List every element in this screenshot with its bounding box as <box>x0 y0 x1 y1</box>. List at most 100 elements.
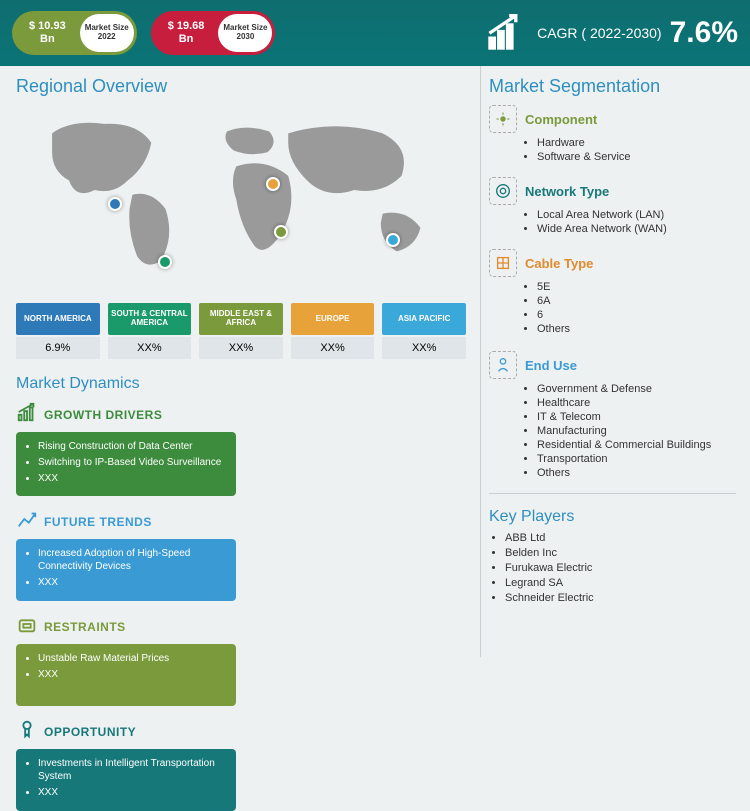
region-value: XX% <box>199 337 283 359</box>
list-item: Others <box>537 467 736 479</box>
map-marker <box>274 225 288 239</box>
dynamics-card-body: Increased Adoption of High-Speed Connect… <box>16 539 236 601</box>
pill1-sub: Market Size 2022 <box>80 14 134 52</box>
dynamics-card-growth: GROWTH DRIVERS Rising Construction of Dat… <box>16 401 236 496</box>
header-bar: $ 10.93Bn Market Size 2022 $ 19.68Bn Mar… <box>0 0 750 66</box>
dynamics-card-body: Investments in Intelligent Transportatio… <box>16 749 236 811</box>
region-label: MIDDLE EAST & AFRICA <box>199 303 283 335</box>
list-item: 6A <box>537 295 638 307</box>
list-item: Rising Construction of Data Center <box>38 440 226 453</box>
map-marker <box>108 197 122 211</box>
region-value: XX% <box>108 337 192 359</box>
region-value: 6.9% <box>16 337 100 359</box>
region-card: ASIA PACIFICXX% <box>382 303 466 359</box>
pill2-value: $ 19.68 <box>168 20 205 32</box>
dynamics-card-title: GROWTH DRIVERS <box>44 408 162 422</box>
list-item: Legrand SA <box>505 577 736 589</box>
map-marker <box>266 177 280 191</box>
list-item: 6 <box>537 309 638 321</box>
segment-seg1: Component Hardware Software & Service <box>489 105 736 163</box>
region-card: NORTH AMERICA6.9% <box>16 303 100 359</box>
world-map <box>16 105 466 295</box>
regional-overview-title: Regional Overview <box>16 76 466 97</box>
dynamics-card-restraints: RESTRAINTS Unstable Raw Material Prices XX… <box>16 613 236 706</box>
list-item: Software & Service <box>537 151 736 163</box>
segment-items: Hardware Software & Service <box>525 137 736 163</box>
pill2-sub: Market Size 2030 <box>218 14 272 52</box>
key-players-list: ABB Ltd Belden Inc Furukawa Electric Legran… <box>489 532 736 604</box>
list-item: Wide Area Network (WAN) <box>537 223 736 235</box>
dynamics-grid: GROWTH DRIVERS Rising Construction of Dat… <box>16 401 466 811</box>
map-marker <box>386 233 400 247</box>
dynamics-card-title: RESTRAINTS <box>44 620 126 634</box>
market-size-2022-pill: $ 10.93Bn Market Size 2022 <box>12 11 137 55</box>
region-card: SOUTH & CENTRAL AMERICAXX% <box>108 303 192 359</box>
segment-title: End Use <box>525 358 577 373</box>
market-size-2030-pill: $ 19.68Bn Market Size 2030 <box>151 11 276 55</box>
segment-icon <box>489 105 517 133</box>
list-item: XXX <box>38 668 226 681</box>
segment-seg3: Cable Type 5E 6A 6 Others <box>489 249 736 337</box>
dynamics-card-body: Unstable Raw Material Prices XXX <box>16 644 236 706</box>
list-item: Schneider Electric <box>505 592 736 604</box>
region-card: MIDDLE EAST & AFRICAXX% <box>199 303 283 359</box>
list-item: XXX <box>38 472 226 485</box>
region-label: SOUTH & CENTRAL AMERICA <box>108 303 192 335</box>
segment-items: Local Area Network (LAN) Wide Area Networ… <box>525 209 736 235</box>
future-icon <box>16 508 38 535</box>
dynamics-card-title: OPPORTUNITY <box>44 725 136 739</box>
list-item: Residential & Commercial Buildings <box>537 439 736 451</box>
cagr-block: CAGR ( 2022-2030) 7.6% <box>485 9 738 58</box>
region-row: NORTH AMERICA6.9%SOUTH & CENTRAL AMERICA… <box>16 303 466 359</box>
segment-title: Cable Type <box>525 256 593 271</box>
segment-icon <box>489 177 517 205</box>
pill1-unit: Bn <box>40 33 55 45</box>
growth-icon <box>16 401 38 428</box>
list-item: Belden Inc <box>505 547 736 559</box>
list-item: IT & Telecom <box>537 411 736 423</box>
region-label: EUROPE <box>291 303 375 335</box>
list-item: Unstable Raw Material Prices <box>38 652 226 665</box>
dynamics-card-future: FUTURE TRENDSIncreased Adoption of High-… <box>16 508 236 601</box>
segment-icon <box>489 249 517 277</box>
cagr-value: 7.6% <box>670 16 738 50</box>
market-segmentation-title: Market Segmentation <box>489 76 736 97</box>
key-players-title: Key Players <box>489 508 736 526</box>
list-item: Manufacturing <box>537 425 736 437</box>
list-item: XXX <box>38 576 226 589</box>
segment-icon <box>489 351 517 379</box>
segment-title: Component <box>525 112 597 127</box>
list-item: XXX <box>38 786 226 799</box>
region-value: XX% <box>382 337 466 359</box>
list-item: Government & Defense <box>537 383 736 395</box>
market-dynamics-title: Market Dynamics <box>16 375 466 393</box>
segment-seg2: Network Type Local Area Network (LAN) Wide… <box>489 177 736 235</box>
list-item: Switching to IP-Based Video Surveillance <box>38 456 226 469</box>
list-item: Local Area Network (LAN) <box>537 209 736 221</box>
segment-title: Network Type <box>525 184 609 199</box>
region-card: EUROPEXX% <box>291 303 375 359</box>
growth-chart-icon <box>485 9 529 58</box>
dynamics-card-opportunity: OPPORTUNITY Investments in Intelligent Tr… <box>16 718 236 811</box>
region-label: NORTH AMERICA <box>16 303 100 335</box>
list-item: Furukawa Electric <box>505 562 736 574</box>
list-item: Investments in Intelligent Transportatio… <box>38 757 226 783</box>
region-value: XX% <box>291 337 375 359</box>
list-item: Increased Adoption of High-Speed Connect… <box>38 547 226 573</box>
restraints-icon <box>16 613 38 640</box>
divider <box>489 493 736 494</box>
opportunity-icon <box>16 718 38 745</box>
map-marker <box>158 255 172 269</box>
segment-items: Government & Defense Healthcare IT & Telec… <box>525 383 736 479</box>
list-item: Others <box>537 323 638 335</box>
list-item: Transportation <box>537 453 736 465</box>
dynamics-card-body: Rising Construction of Data Center Switch… <box>16 432 236 496</box>
list-item: 5E <box>537 281 638 293</box>
list-item: ABB Ltd <box>505 532 736 544</box>
segment-seg4: End Use Government & Defense Healthcare IT … <box>489 351 736 479</box>
pill1-value: $ 10.93 <box>29 20 66 32</box>
segment-items: 5E 6A 6 Others <box>525 281 736 337</box>
list-item: Hardware <box>537 137 736 149</box>
list-item: Healthcare <box>537 397 736 409</box>
pill2-unit: Bn <box>179 33 194 45</box>
